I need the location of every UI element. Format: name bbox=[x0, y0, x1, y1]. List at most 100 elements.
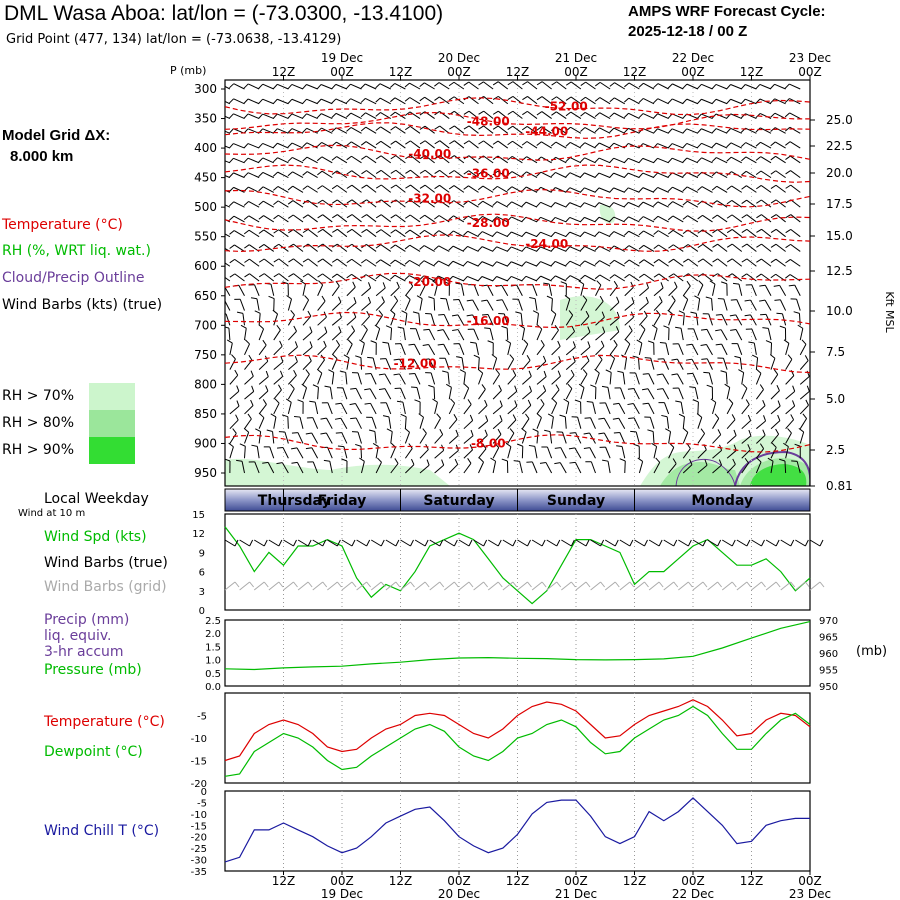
barb-staff bbox=[569, 275, 582, 282]
barb-flag bbox=[770, 228, 777, 233]
surface-wind-barb-grid bbox=[268, 581, 284, 591]
xsec-wind-barb bbox=[609, 112, 625, 119]
barb-staff bbox=[642, 113, 655, 119]
xsec-wind-barb bbox=[462, 275, 479, 282]
xsec-wind-barb bbox=[755, 368, 762, 385]
barb-flag bbox=[638, 82, 644, 88]
surface-wind-barb-true bbox=[283, 539, 297, 547]
barb-flag bbox=[268, 295, 275, 300]
barb-staff bbox=[648, 403, 655, 415]
pressure-tick-label: 450 bbox=[194, 171, 217, 185]
barb-staff bbox=[737, 343, 743, 356]
xsec-wind-barb bbox=[755, 457, 762, 474]
barb-staff bbox=[554, 216, 567, 223]
barb-staff bbox=[624, 357, 628, 370]
barb-flag bbox=[287, 200, 294, 205]
barb-flag bbox=[711, 142, 717, 148]
xsec-wind-barb bbox=[522, 81, 538, 90]
barb-staff bbox=[297, 581, 309, 591]
barb-flag bbox=[404, 229, 411, 235]
barb-flag bbox=[748, 341, 755, 344]
xsec-wind-barb bbox=[584, 417, 596, 429]
barb-flag bbox=[419, 82, 425, 87]
xsec-wind-barb bbox=[273, 200, 289, 208]
barb-staff bbox=[287, 314, 295, 326]
xsec-wind-barb bbox=[248, 461, 260, 474]
barb-staff bbox=[570, 126, 582, 134]
barb-staff bbox=[686, 186, 699, 193]
barb-flag bbox=[734, 355, 741, 359]
barb-staff bbox=[327, 539, 338, 547]
xsec-wind-barb bbox=[668, 281, 678, 297]
barb-staff bbox=[614, 82, 626, 90]
xsec-wind-barb bbox=[756, 429, 766, 444]
barb-staff bbox=[321, 127, 333, 134]
xsec-wind-barb bbox=[375, 184, 392, 193]
barb-flag bbox=[638, 158, 644, 164]
forecast-cycle-value: 2025-12-18 / 00 Z bbox=[628, 23, 748, 40]
barb-flag bbox=[527, 581, 532, 588]
xsec-wind-barb bbox=[653, 172, 669, 179]
barb-staff bbox=[619, 539, 631, 547]
xsec-wind-barb bbox=[583, 447, 596, 459]
xsec-wind-barb bbox=[306, 417, 319, 429]
barb-flag bbox=[438, 313, 445, 316]
legend-rh80-swatch bbox=[89, 410, 135, 437]
barb-staff bbox=[336, 199, 348, 208]
barb-staff bbox=[311, 447, 319, 459]
barb-flag bbox=[378, 388, 386, 391]
barb-staff bbox=[785, 405, 795, 415]
barb-staff bbox=[492, 447, 500, 459]
surface-wind-barb-true bbox=[400, 539, 414, 547]
barb-flag bbox=[497, 428, 502, 435]
barb-flag bbox=[546, 295, 553, 300]
barb-staff bbox=[273, 361, 284, 370]
xsec-wind-barb bbox=[225, 326, 231, 341]
barb-flag bbox=[483, 581, 489, 588]
xsec-wind-barb bbox=[594, 368, 600, 385]
barb-staff bbox=[540, 231, 552, 238]
barb-staff bbox=[560, 447, 567, 459]
barb-flag bbox=[682, 215, 688, 220]
barb-staff bbox=[745, 127, 757, 134]
barb-flag bbox=[331, 113, 337, 118]
barb-flag bbox=[332, 228, 338, 233]
barb-flag bbox=[522, 110, 528, 116]
xsec-wind-barb bbox=[770, 141, 786, 149]
barb-flag bbox=[229, 230, 235, 235]
xsec-wind-barb bbox=[647, 340, 655, 355]
surface-wind-barb-true bbox=[341, 539, 356, 547]
barb-staff bbox=[712, 464, 722, 474]
xsec-wind-barb bbox=[653, 310, 661, 326]
barb-flag bbox=[555, 384, 560, 391]
xsec-wind-barb bbox=[434, 215, 450, 223]
weekday-label: Sunday bbox=[547, 493, 605, 509]
pressure-tick-label: 900 bbox=[194, 436, 217, 450]
xsec-wind-barb bbox=[410, 328, 421, 341]
xsec-wind-barb bbox=[785, 214, 801, 223]
barb-staff bbox=[621, 446, 626, 459]
barb-flag bbox=[424, 581, 430, 588]
barb-flag bbox=[229, 244, 235, 249]
barb-staff bbox=[672, 83, 684, 90]
barb-flag bbox=[307, 581, 313, 588]
xsec-wind-barb bbox=[442, 370, 450, 385]
barb-flag bbox=[717, 429, 722, 435]
xsec-wind-barb bbox=[522, 370, 532, 385]
barb-staff bbox=[278, 214, 289, 223]
barb-flag bbox=[616, 296, 620, 303]
barb-flag bbox=[690, 311, 697, 314]
xsec-wind-barb bbox=[287, 156, 304, 164]
xsec-wind-barb bbox=[667, 157, 684, 164]
xsec-wind-barb bbox=[272, 83, 289, 90]
xsec-wind-barb bbox=[375, 259, 392, 267]
xsec-wind-barb bbox=[434, 82, 450, 90]
xsec-wind-barb bbox=[272, 157, 289, 164]
barb-staff bbox=[580, 360, 590, 370]
xsec-wind-barb bbox=[244, 354, 253, 370]
xsec-wind-barb bbox=[556, 431, 567, 444]
barb-flag bbox=[551, 81, 557, 86]
barb-staff bbox=[340, 403, 348, 415]
xsec-wind-barb bbox=[717, 298, 728, 311]
xsec-wind-barb bbox=[726, 185, 743, 193]
